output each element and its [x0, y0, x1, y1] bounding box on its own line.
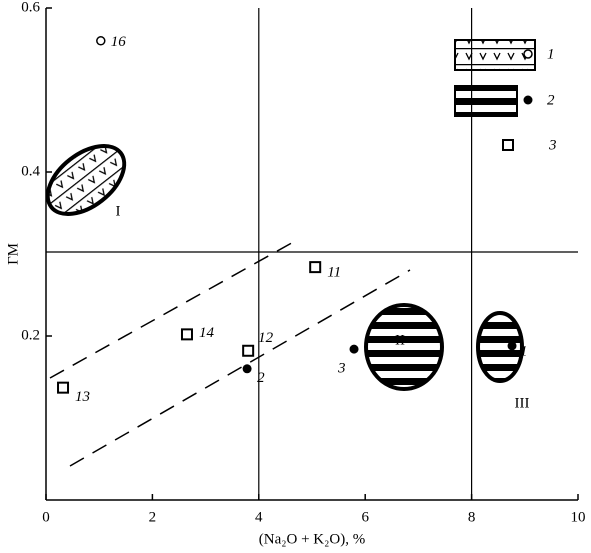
y-tick-label: 0.6 — [21, 0, 40, 15]
legend-swatch — [454, 39, 536, 71]
point-label: 2 — [257, 370, 265, 386]
legend-marker — [523, 95, 533, 105]
legend-marker — [502, 139, 514, 151]
trend-line — [49, 239, 298, 379]
y-axis-label: ГМ — [5, 243, 21, 265]
field-label: III — [515, 395, 530, 411]
field-label: II — [395, 332, 405, 348]
point — [507, 341, 517, 351]
point-label: 11 — [327, 265, 341, 281]
x-tick-label: 10 — [571, 509, 586, 525]
x-tick-label: 0 — [42, 509, 50, 525]
point-label: 1 — [520, 343, 528, 359]
legend-swatch — [454, 85, 518, 117]
point — [242, 364, 252, 374]
x-tick-label: 2 — [149, 509, 157, 525]
legend-label: 3 — [548, 137, 557, 153]
point — [242, 344, 255, 357]
point-label: 14 — [199, 325, 215, 341]
point — [349, 344, 359, 354]
field-ellipse — [45, 144, 127, 216]
point-label: 13 — [75, 389, 90, 405]
x-tick-label: 6 — [361, 509, 369, 525]
point — [57, 381, 70, 394]
point — [96, 36, 106, 46]
trend-line — [69, 269, 411, 467]
y-tick-label: 0.2 — [21, 327, 40, 343]
point-label: 12 — [258, 330, 274, 346]
legend-marker — [523, 49, 533, 59]
x-tick-label: 4 — [255, 509, 263, 525]
field-ellipse — [364, 303, 444, 391]
x-axis-label: (Na₂O + K₂O), % — [259, 531, 365, 547]
legend-label: 2 — [547, 92, 555, 108]
y-tick-label: 0.4 — [21, 163, 40, 179]
point — [309, 261, 322, 274]
point-label: 16 — [111, 34, 127, 50]
field-label: I — [116, 203, 121, 219]
x-tick-label: 8 — [468, 509, 476, 525]
field-ellipse — [476, 311, 524, 383]
legend-label: 1 — [547, 46, 555, 62]
point — [180, 328, 193, 341]
point-label: 3 — [337, 361, 346, 377]
